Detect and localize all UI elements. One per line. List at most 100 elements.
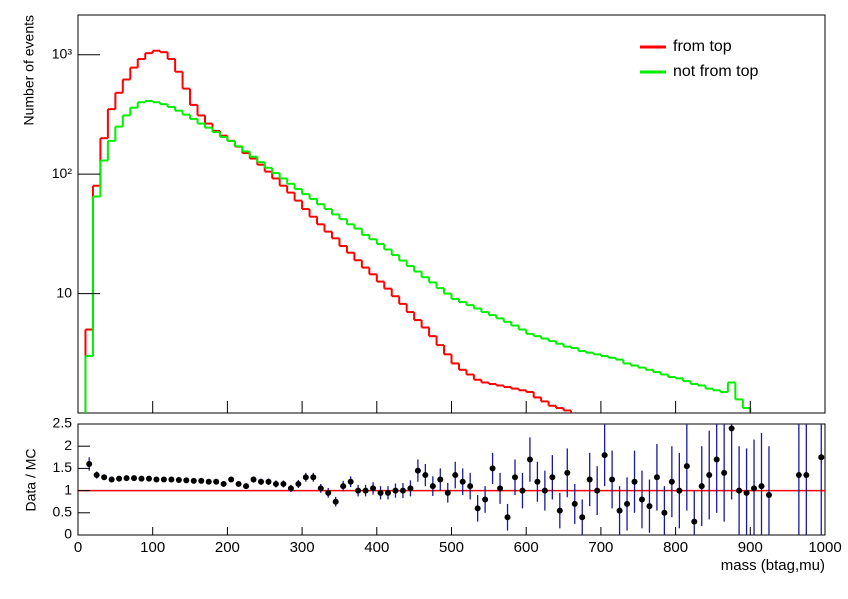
x-tick-label: 400 [364,539,389,556]
y-tick-label: 2 [64,437,72,453]
data-point [108,476,115,483]
data-point [362,487,369,494]
data-point [594,487,601,494]
data-point [160,476,167,483]
data-point [407,485,414,492]
data-point [751,485,758,492]
x-tick-label: 100 [140,539,165,556]
x-tick-label: 800 [663,539,688,556]
data-point [377,489,384,496]
data-point [765,492,772,499]
data-point [280,480,287,487]
data-point [310,474,317,481]
x-tick-label: 500 [439,539,464,556]
data-point [624,500,631,507]
data-point [511,474,518,481]
data-point [123,475,130,482]
y-tick-label: 1.5 [53,459,73,475]
data-point [721,469,728,476]
data-point [482,496,489,503]
data-point [422,472,429,479]
data-point [228,476,235,483]
data-point [325,489,332,496]
histogram-area [84,49,752,413]
data-point [683,463,690,470]
data-point [355,487,362,494]
data-point [541,487,548,494]
y-tick-label: 10² [52,165,73,181]
data-point [370,485,377,492]
data-point [795,472,802,479]
data-point [265,478,272,485]
data-point [399,487,406,494]
data-point [302,474,309,481]
data-point [534,478,541,485]
legend-label: not from top [673,63,758,80]
y-tick-label: 2.5 [53,415,73,431]
ratio-area [78,424,825,535]
data-point [638,496,645,503]
data-point [347,478,354,485]
data-point [818,454,825,461]
data-point [287,485,294,492]
data-point [489,465,496,472]
data-point [272,480,279,487]
data-point [340,483,347,490]
data-point [467,483,474,490]
data-point [317,485,324,492]
data-point [213,478,220,485]
data-point [758,483,765,490]
data-point [385,489,392,496]
data-point [616,507,623,514]
data-point [564,469,571,476]
data-point [414,467,421,474]
data-point [116,475,123,482]
data-point [168,476,175,483]
data-point [631,478,638,485]
y-tick-label: 10³ [52,45,73,61]
data-point [691,518,698,525]
data-point [579,514,586,521]
data-point [392,487,399,494]
legend-label: from top [673,38,732,55]
data-point [519,487,526,494]
data-point [526,456,533,463]
data-point [556,507,563,514]
data-point [743,489,750,496]
data-point [713,456,720,463]
data-point [190,477,197,484]
data-point [250,476,257,483]
x-axis-label: mass (btag,mu) [721,557,825,574]
data-point [459,478,466,485]
data-point [145,475,152,482]
x-tick-label: 200 [215,539,240,556]
data-point [601,452,608,459]
data-point [138,475,145,482]
data-point [728,425,735,432]
data-point [101,474,108,481]
x-tick-label: 1000 [808,539,841,556]
data-point [444,489,451,496]
data-point [429,483,436,490]
data-point [235,480,242,487]
data-point [803,472,810,479]
data-point [549,474,556,481]
data-point [175,476,182,483]
data-point [437,476,444,483]
data-point [183,477,190,484]
x-tick-label: 300 [290,539,315,556]
data-point [258,478,265,485]
data-point [653,474,660,481]
y-tick-label: 10 [56,284,72,300]
x-tick-label: 0 [74,539,82,556]
data-point [93,472,100,479]
data-point [668,478,675,485]
data-point [706,472,713,479]
data-point [131,475,138,482]
y-tick-label: 0.5 [53,504,73,520]
data-point [332,498,339,505]
y-tick-label: 1 [64,481,72,497]
data-point [497,485,504,492]
y-axis-label: Data / MC [23,448,39,511]
